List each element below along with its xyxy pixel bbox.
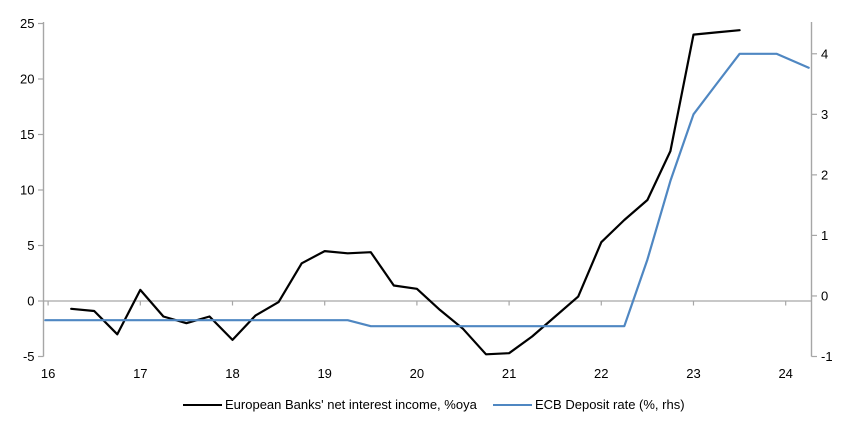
x-tick-label: 16	[41, 366, 55, 381]
chart-legend: European Banks' net interest income, %oy…	[0, 396, 852, 414]
x-tick-label: 17	[133, 366, 147, 381]
x-tick-label: 20	[410, 366, 424, 381]
left-axis-tick-label: 10	[20, 183, 34, 198]
legend-label-ecb-deposit-rate: ECB Deposit rate (%, rhs)	[535, 397, 685, 412]
left-axis-tick-label: 20	[20, 72, 34, 87]
right-axis-tick-label: -1	[821, 349, 833, 364]
legend-label-net-interest-income: European Banks' net interest income, %oy…	[225, 397, 477, 412]
blue-line-swatch	[493, 403, 532, 406]
series-line-1	[44, 52, 810, 328]
x-tick-label: 18	[225, 366, 239, 381]
left-axis-tick-label: 15	[20, 127, 34, 142]
right-axis-tick-label: 4	[821, 46, 828, 61]
series-line-0	[70, 29, 741, 356]
x-tick-label: 21	[502, 366, 516, 381]
x-tick-label: 22	[594, 366, 608, 381]
left-axis-tick-label: 25	[20, 16, 34, 31]
left-axis-tick-label: -5	[23, 349, 35, 364]
legend-item-ecb-deposit-rate: ECB Deposit rate (%, rhs)	[493, 396, 685, 413]
x-tick-label: 23	[686, 366, 700, 381]
x-tick-label: 24	[778, 366, 792, 381]
x-tick-label: 19	[317, 366, 331, 381]
right-axis-tick-label: 0	[821, 288, 828, 303]
right-axis-tick-label: 2	[821, 167, 828, 182]
left-axis-tick-label: 5	[27, 238, 34, 253]
legend-item-net-interest-income: European Banks' net interest income, %oy…	[183, 396, 477, 413]
left-axis-tick-label: 0	[27, 294, 34, 309]
right-axis-tick-label: 1	[821, 228, 828, 243]
black-line-swatch	[183, 403, 222, 406]
right-axis-tick-label: 3	[821, 107, 828, 122]
